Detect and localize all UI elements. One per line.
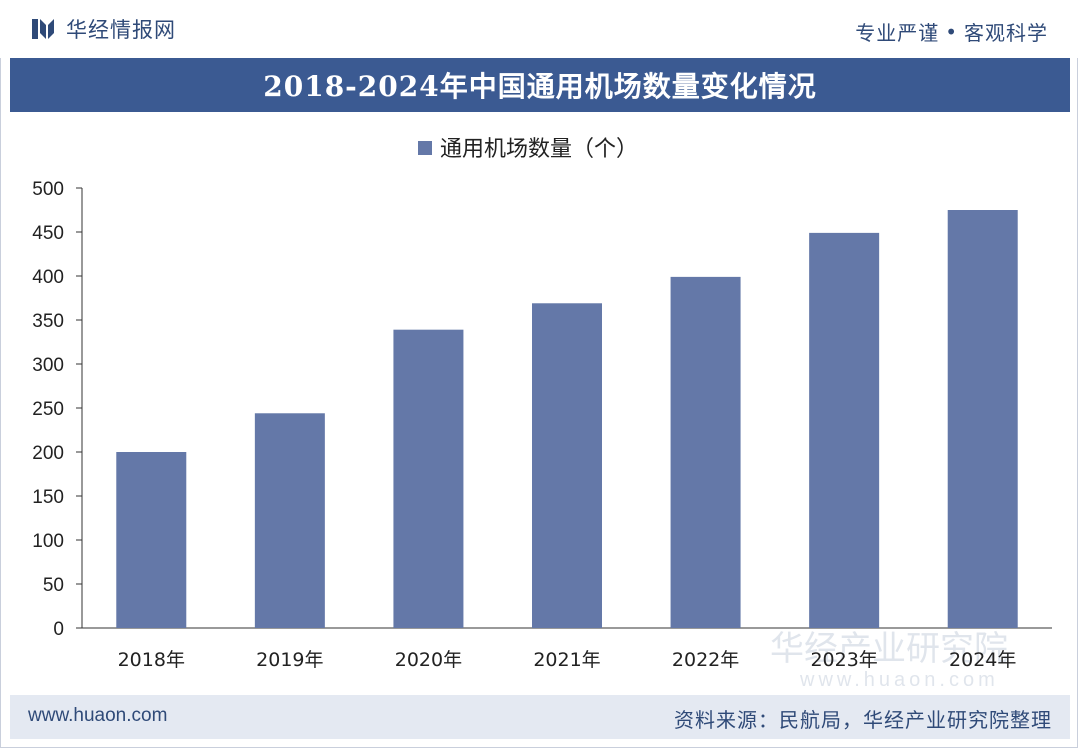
y-tick-label: 50 <box>43 575 64 596</box>
legend-label: 通用机场数量（个） <box>440 137 638 162</box>
brand: 华经情报网 <box>30 14 176 44</box>
watermark: 华经产业研究院 www.huaon.com <box>770 629 1008 691</box>
bar-2020年 <box>393 329 464 628</box>
footer-bar: www.huaon.com 资料来源：民航局，华经产业研究院整理 <box>10 695 1070 739</box>
x-tick-label: 2023年 <box>810 649 877 671</box>
header-bar: 华经情报网 专业严谨 • 客观科学 <box>0 0 1080 58</box>
y-tick-label: 500 <box>32 179 64 200</box>
slogan-right: 客观科学 <box>964 21 1048 45</box>
x-tick-label: 2024年 <box>949 649 1016 671</box>
legend: 通用机场数量（个） <box>418 137 638 162</box>
x-axis-ticks: 2018年 2019年 2020年 2021年 2022年 2023年 2024年 <box>118 649 1017 671</box>
x-tick-label: 2020年 <box>395 649 462 671</box>
bar-2021年 <box>532 303 602 628</box>
y-axis-ticks: 0 50 100 150 200 250 300 350 400 450 500 <box>32 179 82 640</box>
brand-name: 华经情报网 <box>66 18 176 42</box>
bar-2023年 <box>809 232 880 628</box>
legend-swatch <box>418 141 432 155</box>
bar-2018年 <box>116 452 187 628</box>
y-tick-label: 350 <box>32 311 64 332</box>
bar-2022年 <box>670 276 741 628</box>
x-tick-label: 2021年 <box>533 649 600 671</box>
y-tick-label: 400 <box>32 267 64 288</box>
watermark-en: www.huaon.com <box>799 669 999 691</box>
brand-logo-icon <box>32 19 54 39</box>
bar-2019年 <box>254 413 325 628</box>
x-tick-label: 2022年 <box>672 649 739 671</box>
slogan-left: 专业严谨 <box>855 21 940 45</box>
y-tick-label: 0 <box>53 619 64 640</box>
y-tick-label: 250 <box>32 399 64 420</box>
x-tick-label: 2019年 <box>256 649 323 671</box>
y-tick-label: 450 <box>32 223 64 244</box>
chart-title: 2018-2024年中国通用机场数量变化情况 <box>263 70 817 103</box>
y-tick-label: 300 <box>32 355 64 376</box>
bars <box>116 210 1018 628</box>
y-tick-label: 100 <box>32 531 64 552</box>
x-tick-label: 2018年 <box>118 649 185 671</box>
slogan: 专业严谨 • 客观科学 <box>855 17 1048 46</box>
title-bar: 2018-2024年中国通用机场数量变化情况 <box>10 58 1070 112</box>
slogan-separator: • <box>945 19 958 44</box>
footer-source: 资料来源：民航局，华经产业研究院整理 <box>674 708 1052 732</box>
footer-url: www.huaon.com <box>28 705 168 726</box>
y-tick-label: 150 <box>32 487 64 508</box>
y-tick-label: 200 <box>32 443 64 464</box>
watermark-cn: 华经产业研究院 <box>770 629 1008 669</box>
bar-2024年 <box>947 210 1018 628</box>
